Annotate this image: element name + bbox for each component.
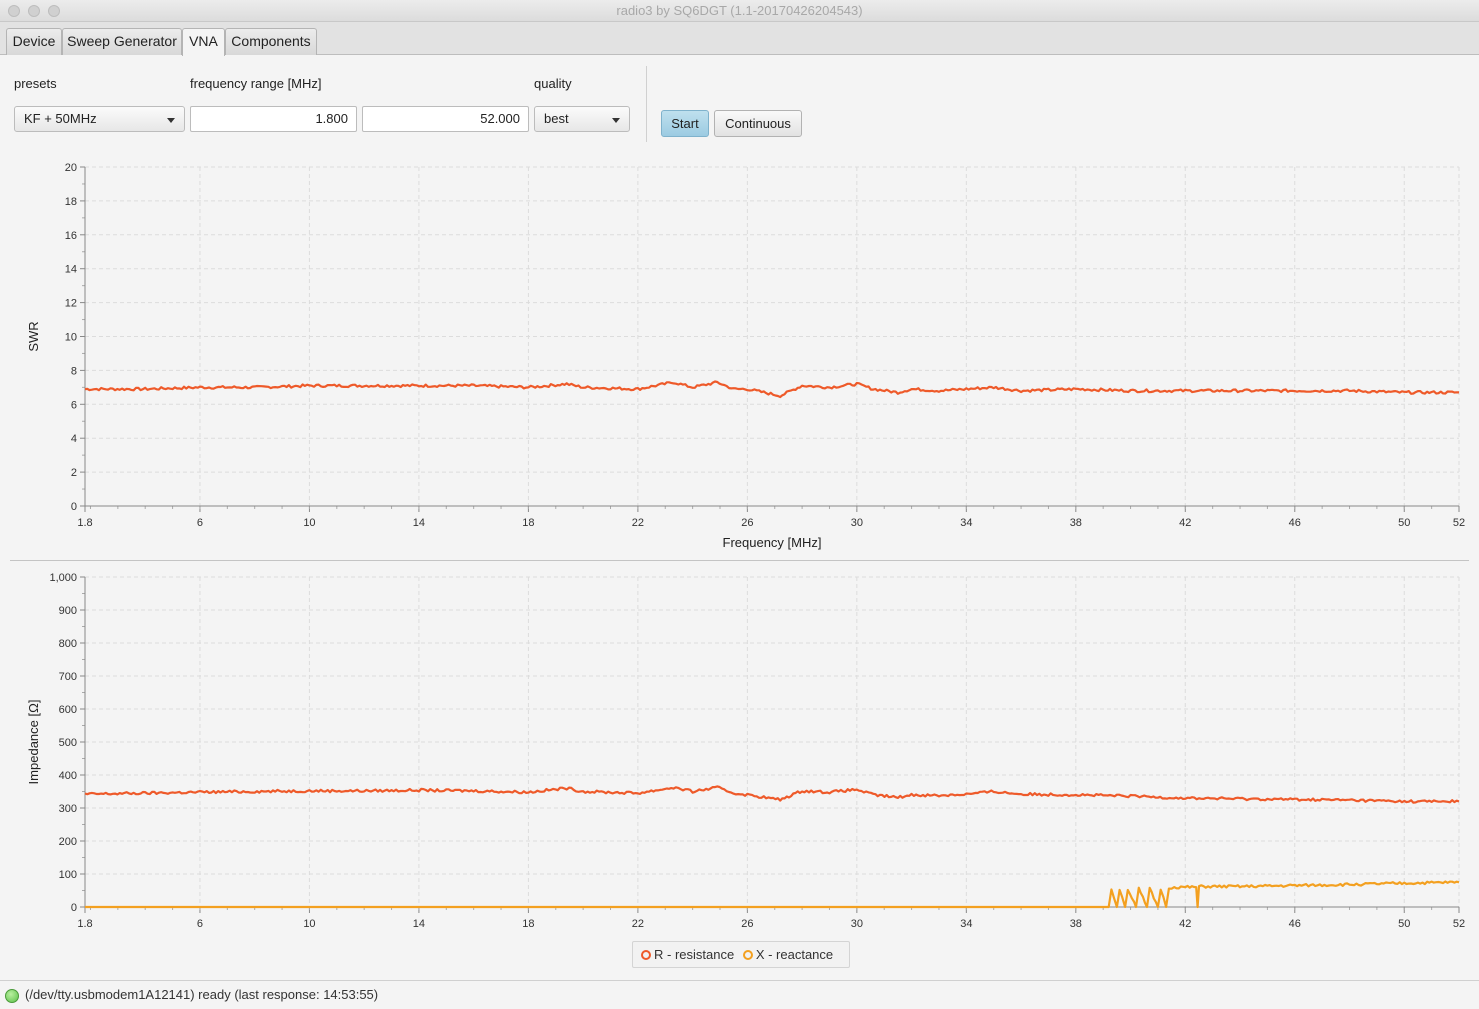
quality-select[interactable]: best <box>534 106 630 132</box>
quality-label: quality <box>534 76 572 91</box>
frequency-start-input[interactable]: 1.800 <box>190 106 357 132</box>
tab-bar: Device Sweep Generator VNA Components <box>0 22 1479 56</box>
x-tick-label: 50 <box>1398 517 1410 529</box>
y-tick-label: 6 <box>71 399 77 411</box>
y-tick-label: 16 <box>65 230 77 242</box>
x-tick-label: 6 <box>197 517 203 529</box>
presets-value: KF + 50MHz <box>24 111 97 126</box>
legend-label-resistance: R - resistance <box>654 947 735 962</box>
y-tick-label: 100 <box>59 869 77 881</box>
x-tick-label: 6 <box>197 918 203 930</box>
series-line-swr-0 <box>84 380 1460 399</box>
y-tick-label: 400 <box>59 770 77 782</box>
impedance-legend: R - resistance X - reactance <box>632 941 850 968</box>
presets-select[interactable]: KF + 50MHz <box>14 106 185 132</box>
start-button[interactable]: Start <box>661 110 709 137</box>
x-tick-label: 10 <box>303 517 315 529</box>
chevron-down-icon <box>167 118 175 123</box>
y-tick-label: 900 <box>59 605 77 617</box>
y-tick-label: 8 <box>71 365 77 377</box>
series-line-r <box>84 785 1460 804</box>
y-tick-label: 600 <box>59 704 77 716</box>
status-text: (/dev/tty.usbmodem1A12141) ready (last r… <box>25 987 379 1002</box>
y-axis-title: Impedance [Ω] <box>26 700 41 785</box>
y-tick-label: 4 <box>71 433 77 445</box>
x-tick-label: 30 <box>851 918 863 930</box>
x-tick-label: 1.8 <box>77 918 92 930</box>
x-tick-label: 38 <box>1070 517 1082 529</box>
status-bar: (/dev/tty.usbmodem1A12141) ready (last r… <box>0 980 1479 1009</box>
continuous-button[interactable]: Continuous <box>714 110 802 137</box>
frequency-range-label: frequency range [MHz] <box>190 76 322 91</box>
x-tick-label: 46 <box>1289 918 1301 930</box>
y-tick-label: 300 <box>59 803 77 815</box>
x-tick-label: 50 <box>1398 918 1410 930</box>
x-tick-label: 52 <box>1453 918 1465 930</box>
x-tick-label: 18 <box>522 918 534 930</box>
series-line-x <box>85 880 1460 909</box>
minimize-window-icon[interactable] <box>28 5 40 17</box>
x-tick-label: 14 <box>413 517 425 529</box>
zoom-window-icon[interactable] <box>48 5 60 17</box>
y-tick-label: 0 <box>71 501 77 513</box>
x-axis-title: Frequency [MHz] <box>723 535 822 550</box>
tab-components[interactable]: Components <box>225 28 317 55</box>
presets-label: presets <box>14 76 57 91</box>
title-bar: radio3 by SQ6DGT (1.1-20170426204543) <box>0 0 1479 22</box>
x-tick-label: 42 <box>1179 517 1191 529</box>
x-tick-label: 38 <box>1070 918 1082 930</box>
legend-label-reactance: X - reactance <box>755 947 834 962</box>
x-tick-label: 34 <box>960 517 972 529</box>
frequency-end-input[interactable]: 52.000 <box>362 106 529 132</box>
x-tick-label: 26 <box>741 918 753 930</box>
y-tick-label: 200 <box>59 836 77 848</box>
y-tick-label: 10 <box>65 332 77 344</box>
tab-vna[interactable]: VNA <box>182 28 225 56</box>
tab-device[interactable]: Device <box>6 28 62 55</box>
chevron-down-icon <box>612 118 620 123</box>
y-tick-label: 2 <box>71 467 77 479</box>
x-tick-label: 10 <box>303 918 315 930</box>
close-window-icon[interactable] <box>8 5 20 17</box>
x-tick-label: 22 <box>632 517 644 529</box>
impedance-chart: 0 100 200 300 400 500 600 700 800 900 1,000 1.8 6 10 1… <box>26 572 1465 930</box>
y-tick-label: 12 <box>65 298 77 310</box>
y-tick-label: 500 <box>59 737 77 749</box>
y-tick-label: 0 <box>71 902 77 914</box>
x-tick-label: 30 <box>851 517 863 529</box>
x-tick-label: 46 <box>1289 517 1301 529</box>
y-tick-label: 1,000 <box>49 572 77 584</box>
x-tick-label: 22 <box>632 918 644 930</box>
legend-marker-resistance <box>641 950 651 960</box>
connection-status-icon <box>5 989 19 1003</box>
x-tick-label: 52 <box>1453 517 1465 529</box>
y-tick-label: 14 <box>65 264 77 276</box>
x-tick-label: 1.8 <box>77 517 92 529</box>
x-tick-label: 42 <box>1179 918 1191 930</box>
toolbar-divider <box>646 66 647 142</box>
chart-divider <box>10 560 1469 561</box>
y-tick-label: 18 <box>65 196 77 208</box>
x-tick-label: 26 <box>741 517 753 529</box>
y-axis-title: SWR <box>26 321 41 351</box>
tab-sweep-generator[interactable]: Sweep Generator <box>62 28 182 55</box>
x-tick-label: 34 <box>960 918 972 930</box>
y-tick-label: 700 <box>59 671 77 683</box>
y-tick-label: 800 <box>59 638 77 650</box>
y-tick-label: 20 <box>65 162 77 174</box>
window-title: radio3 by SQ6DGT (1.1-20170426204543) <box>616 3 863 18</box>
quality-value: best <box>544 111 569 126</box>
x-tick-label: 14 <box>413 918 425 930</box>
legend-marker-reactance <box>742 950 753 960</box>
x-tick-label: 18 <box>522 517 534 529</box>
